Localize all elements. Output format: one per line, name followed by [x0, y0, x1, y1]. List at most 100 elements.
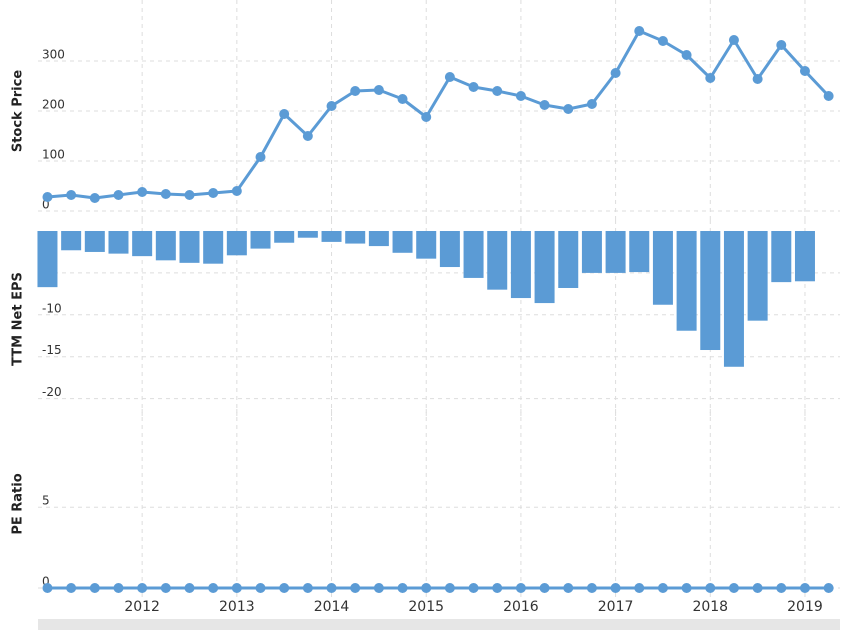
point — [255, 152, 266, 162]
point — [42, 583, 53, 593]
point — [373, 583, 384, 593]
point — [397, 94, 408, 104]
point — [681, 583, 692, 593]
y-tick-label: 0 — [42, 575, 50, 589]
x-tick-label: 2019 — [787, 599, 823, 615]
x-tick-label: 2018 — [692, 599, 728, 615]
bar — [108, 231, 129, 254]
point — [586, 99, 597, 109]
point — [799, 583, 810, 593]
point — [705, 583, 716, 593]
point — [42, 192, 53, 202]
point — [231, 186, 242, 196]
point — [66, 583, 77, 593]
point — [208, 583, 219, 593]
point — [113, 583, 124, 593]
point — [776, 40, 787, 50]
point — [563, 104, 574, 114]
bar — [84, 231, 105, 252]
x-tick-label: 2013 — [219, 599, 255, 615]
bar — [771, 231, 792, 283]
y-tick-label: 0 — [42, 198, 50, 212]
point — [208, 188, 219, 198]
point — [515, 91, 526, 101]
x-tick-label: 2017 — [598, 599, 634, 615]
bar — [676, 231, 697, 331]
point — [89, 193, 100, 203]
point — [113, 190, 124, 200]
bar — [510, 231, 531, 299]
y-tick-label: 300 — [42, 48, 65, 62]
point — [515, 583, 526, 593]
point — [563, 583, 574, 593]
bar — [274, 231, 295, 243]
point — [468, 583, 479, 593]
bar — [392, 231, 413, 253]
point — [279, 583, 290, 593]
bar — [747, 231, 768, 321]
y-tick-label: -15 — [42, 343, 62, 357]
x-tick-label: 2012 — [124, 599, 160, 615]
point — [610, 68, 621, 78]
bar — [226, 231, 247, 256]
point — [326, 583, 337, 593]
point — [421, 583, 432, 593]
price-line — [47, 29, 830, 200]
point — [752, 583, 763, 593]
bar — [605, 231, 626, 273]
bar — [37, 231, 58, 288]
point — [184, 583, 195, 593]
point — [634, 583, 645, 593]
x-tick-label: 2015 — [408, 599, 444, 615]
point — [728, 35, 739, 45]
point — [350, 86, 361, 96]
point — [255, 583, 266, 593]
bar — [534, 231, 555, 304]
bar — [558, 231, 579, 288]
point — [492, 583, 503, 593]
point — [160, 189, 171, 199]
point — [657, 583, 668, 593]
y-axis-title: Stock Price — [11, 70, 26, 152]
bar — [439, 231, 460, 268]
point — [539, 100, 550, 110]
bar — [321, 231, 342, 242]
scrollbar — [38, 619, 840, 630]
bar — [179, 231, 200, 263]
bar — [345, 231, 366, 244]
bar — [794, 231, 815, 282]
bar — [700, 231, 721, 351]
point — [444, 72, 455, 82]
point — [160, 583, 171, 593]
point — [634, 26, 645, 36]
point — [421, 112, 432, 122]
point — [231, 583, 242, 593]
bar — [463, 231, 484, 278]
bar — [297, 231, 318, 238]
bar — [61, 231, 82, 251]
point — [752, 74, 763, 84]
y-tick-label: -20 — [42, 385, 62, 399]
y-tick-label: -10 — [42, 301, 62, 315]
x-tick-label: 2016 — [503, 599, 539, 615]
y-tick-label: 100 — [42, 148, 65, 162]
point — [137, 583, 148, 593]
y-tick-label: 5 — [42, 494, 50, 508]
y-tick-label: 200 — [42, 98, 65, 112]
point — [66, 190, 77, 200]
bar — [250, 231, 271, 249]
point — [586, 583, 597, 593]
bar — [581, 231, 602, 273]
point — [444, 583, 455, 593]
point — [681, 50, 692, 60]
point — [823, 583, 834, 593]
bar — [155, 231, 176, 261]
y-axis-title: TTM Net EPS — [11, 272, 26, 366]
y-axis-title: PE Ratio — [11, 473, 26, 534]
point — [492, 86, 503, 96]
point — [326, 101, 337, 111]
bar — [723, 231, 744, 367]
point — [89, 583, 100, 593]
point — [302, 131, 313, 141]
point — [799, 66, 810, 76]
